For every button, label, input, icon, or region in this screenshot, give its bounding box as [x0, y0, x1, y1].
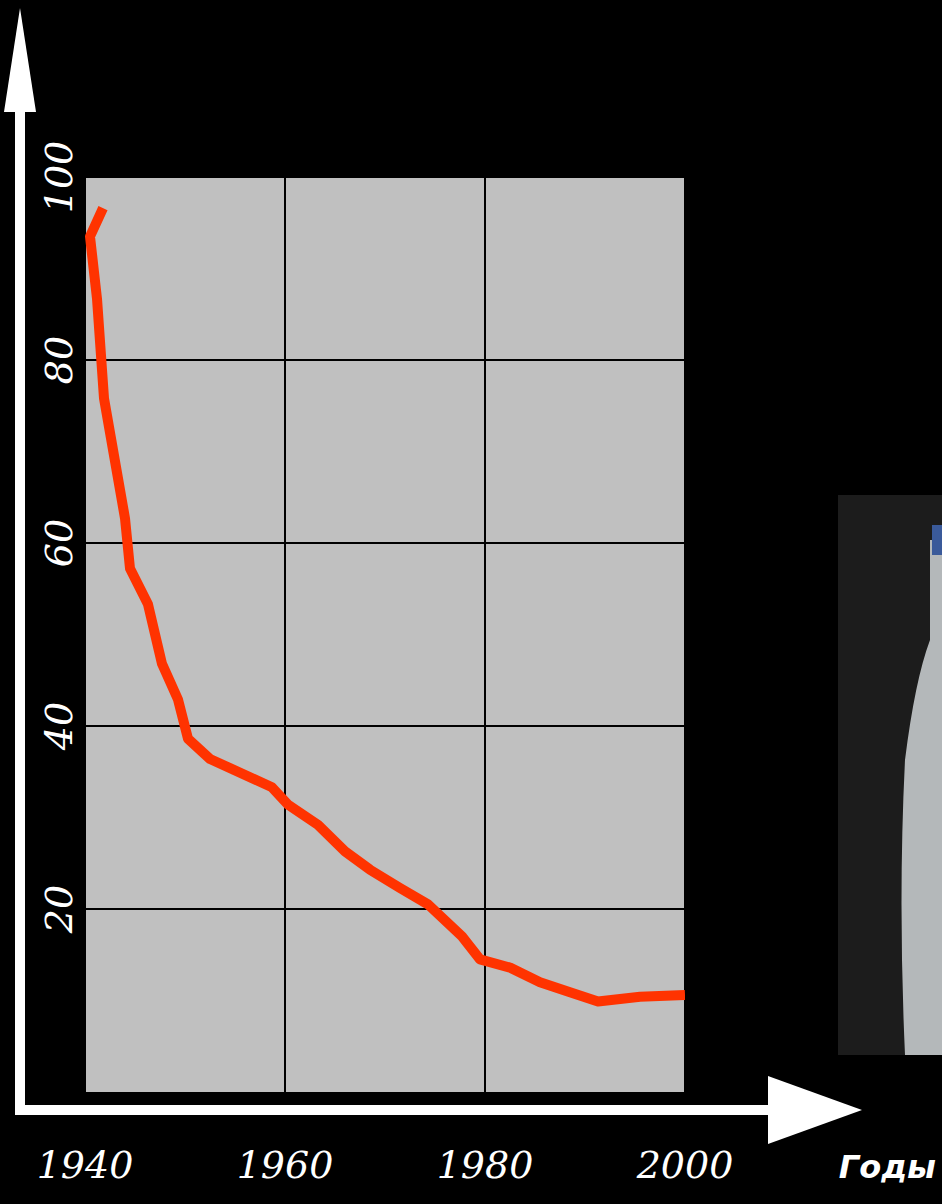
y-tick-label: 60 [37, 519, 81, 567]
y-axis-arrow [4, 8, 36, 112]
y-tick-label: 40 [37, 702, 81, 751]
y-tick-label: 20 [37, 885, 81, 934]
grid-line-y [85, 359, 685, 361]
background [0, 0, 942, 1204]
y-tick-label: 100 [37, 141, 81, 214]
bottle-cap [932, 525, 942, 555]
x-axis [15, 1105, 780, 1115]
x-axis-title: Годы [839, 1148, 936, 1186]
grid-line-y [85, 908, 685, 910]
x-tick-label: 1980 [437, 1143, 534, 1187]
chart: 20 40 60 80 100 1940 1960 1980 2000 Годы [0, 0, 942, 1204]
grid-line-x [684, 177, 686, 1092]
plot-area [85, 177, 685, 1092]
grid-line-x [84, 177, 86, 1092]
y-axis [15, 100, 25, 1115]
grid-line-x [284, 177, 286, 1092]
y-tick-label: 80 [37, 336, 81, 384]
series-group [90, 208, 685, 1001]
x-tick-label: 2000 [636, 1143, 734, 1187]
grid-line-y [85, 725, 685, 727]
photo [838, 495, 942, 1055]
chart-root: 20 40 60 80 100 1940 1960 1980 2000 Годы [0, 0, 942, 1204]
photo-ground [838, 495, 942, 1055]
grid-line-y [85, 542, 685, 544]
data-line [90, 208, 685, 1001]
bottle [902, 540, 942, 1055]
x-axis-arrow [768, 1076, 862, 1144]
grid-line-x [484, 177, 486, 1092]
x-tick-label: 1960 [237, 1143, 334, 1187]
grid-line-y [85, 176, 685, 178]
x-tick-label: 1940 [37, 1143, 134, 1187]
